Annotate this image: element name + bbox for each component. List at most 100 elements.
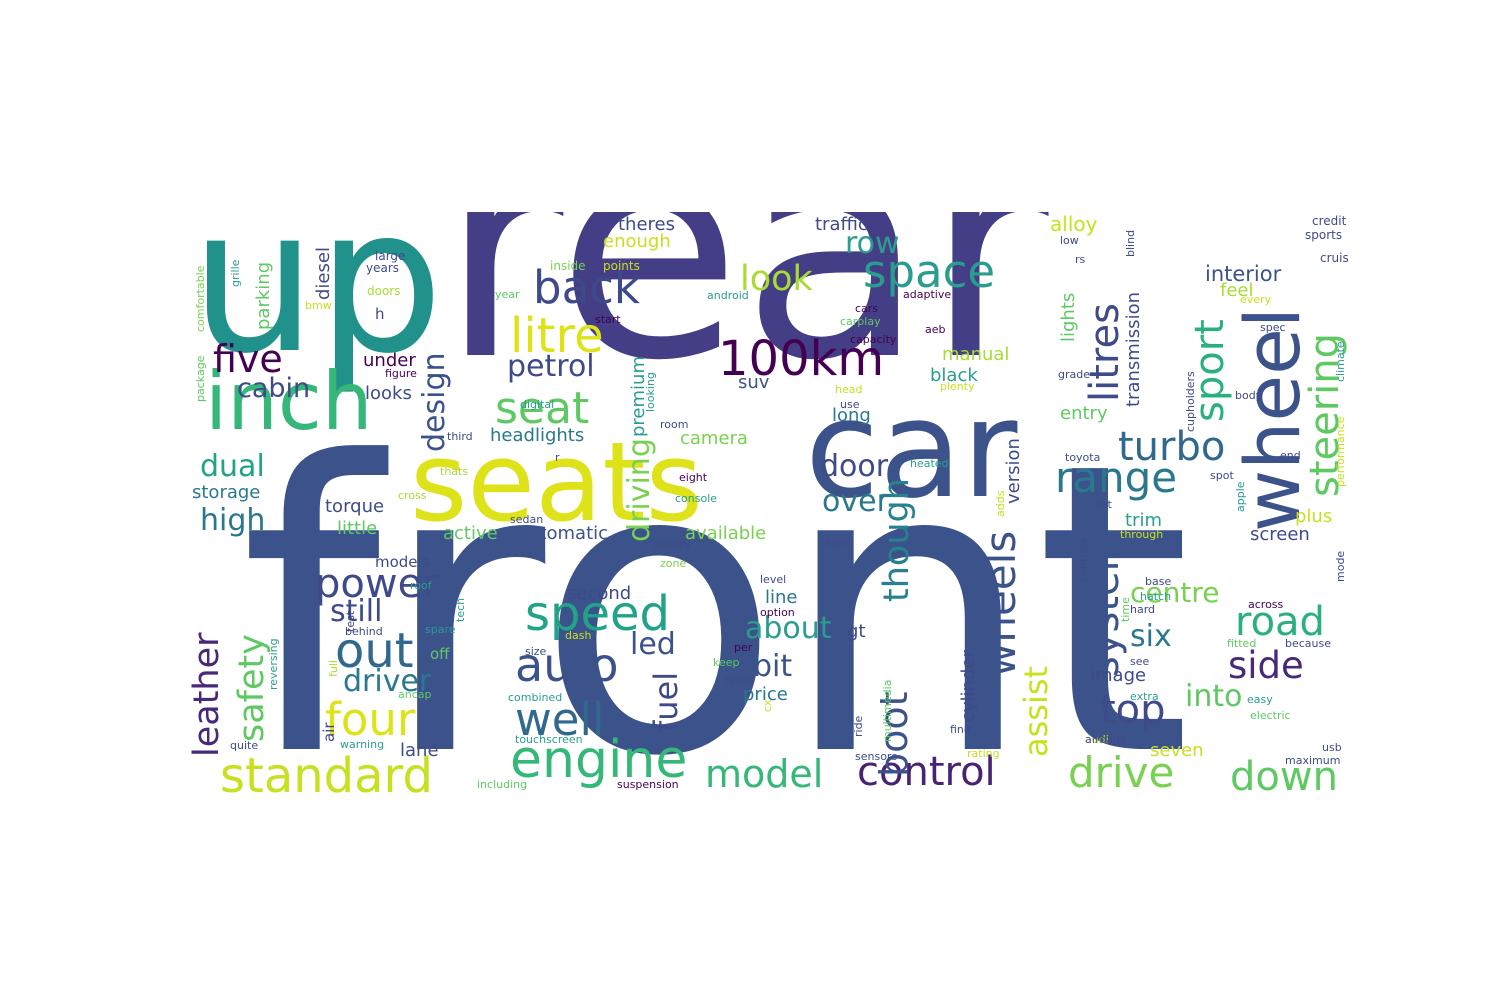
word-interior: interior [1205, 262, 1282, 286]
word-well: well [515, 693, 605, 746]
word-cupholders: cupholders [1184, 371, 1197, 432]
word-top: top [1100, 687, 1166, 733]
word-option: option [760, 606, 795, 619]
word-five: five [213, 337, 283, 381]
word-quite: quite [230, 739, 259, 752]
word-available: available [685, 523, 767, 544]
word-cylinder: cylinder [958, 650, 979, 722]
word-seat: seat [495, 383, 590, 434]
word-plenty: plenty [940, 380, 975, 393]
word-inside: inside [550, 259, 586, 273]
word-adaptive: adaptive [903, 288, 952, 301]
word-large: large [375, 249, 406, 263]
word-lights: lights [1058, 292, 1079, 342]
word-cruise: cruise [1320, 251, 1349, 265]
word-air: air [320, 722, 338, 742]
word-capacity: capacity [850, 333, 897, 346]
word-second: second [567, 583, 632, 604]
word-inch: inch [205, 355, 373, 448]
word-full: full [327, 660, 340, 677]
word-set: set [1095, 498, 1112, 511]
word-turbo: turbo [1118, 424, 1226, 470]
word-alert: alert [825, 536, 851, 549]
word-cx: cx [761, 699, 774, 712]
word-blind: blind [1124, 229, 1137, 257]
word-led: led [630, 627, 676, 662]
word-display: display [652, 538, 692, 551]
word-little: little [337, 518, 378, 539]
word-points: points [603, 259, 640, 273]
word-traffic: traffic [815, 214, 868, 235]
word-bit: bit [753, 649, 793, 684]
word-room: room [660, 418, 689, 431]
word-wheels: wheels [976, 530, 1025, 677]
word-base: base [1145, 575, 1172, 588]
word-feels: feels [725, 674, 752, 687]
word-android: android [707, 289, 749, 302]
word-driving: driving [622, 438, 657, 542]
word-side: side [1228, 644, 1304, 687]
word-row: row [845, 226, 900, 261]
word-gt: gt [847, 621, 866, 642]
word-per: per [734, 641, 753, 654]
word-parking: parking [253, 261, 274, 330]
word-image: image [1090, 665, 1147, 686]
word-price: price [743, 684, 788, 705]
word-auto: auto [515, 638, 619, 692]
word-ancap: ancap [398, 688, 432, 701]
word-driver: driver [343, 664, 432, 699]
word-cabin: cabin [237, 373, 311, 404]
word-long: long [832, 405, 871, 426]
word-looks: looks [365, 383, 412, 404]
word-head: head [835, 383, 863, 396]
word-manual: manual [942, 344, 1010, 365]
word-alloy: alloy [1050, 212, 1098, 236]
word-credit: credit [1312, 214, 1347, 228]
word-figure: figure [385, 367, 417, 380]
word-comfortable: comfortable [194, 265, 207, 332]
word-transmission: transmission [1123, 292, 1144, 407]
word-climate: climate [1334, 341, 1347, 382]
word-headlights: headlights [490, 425, 585, 446]
word-because: because [1285, 637, 1332, 650]
word-automatic: automatic [517, 523, 609, 544]
word-third: third [447, 430, 473, 443]
word-torque: torque [325, 496, 385, 517]
word-plus: plus [1295, 506, 1333, 527]
word-camera: camera [680, 428, 748, 449]
word-toyota: toyota [1065, 451, 1101, 464]
word-active: active [443, 523, 498, 544]
word-find: find [950, 723, 971, 736]
word-out: out [335, 623, 414, 679]
word-time: time [1119, 597, 1132, 622]
word-suspension: suspension [617, 778, 679, 791]
word-six: six [1130, 619, 1172, 654]
word-use: use [840, 398, 860, 411]
word-safety: safety [232, 634, 272, 742]
word-black: black [930, 365, 978, 386]
word-every: every [1240, 293, 1272, 306]
word-size: size [525, 645, 547, 658]
word-mode: mode [1334, 550, 1347, 582]
word-engine: engine [510, 730, 688, 790]
word-audi: audi [1085, 733, 1109, 746]
word-storage: storage [192, 482, 261, 503]
word-grille: grille [229, 259, 242, 287]
word-roof: roof [410, 579, 432, 592]
word-speed: speed [525, 586, 671, 642]
word-performance: performance [1334, 416, 1347, 487]
word-down: down [1230, 754, 1338, 800]
word-see: see [1130, 655, 1150, 668]
word-door: door [820, 449, 889, 484]
word-still: still [330, 594, 383, 629]
word-thats: thats [440, 465, 469, 478]
word-airbags: airbags [1085, 733, 1126, 746]
word-package: package [194, 355, 207, 402]
word-fitted: fitted [1227, 637, 1257, 650]
word-carplay: carplay [840, 315, 881, 328]
word-litres: litres [1082, 303, 1128, 402]
word-cars: cars [855, 302, 879, 315]
word-centre: centre [1130, 576, 1220, 609]
word-models: models [375, 553, 430, 571]
word-leather: leather [187, 632, 227, 757]
